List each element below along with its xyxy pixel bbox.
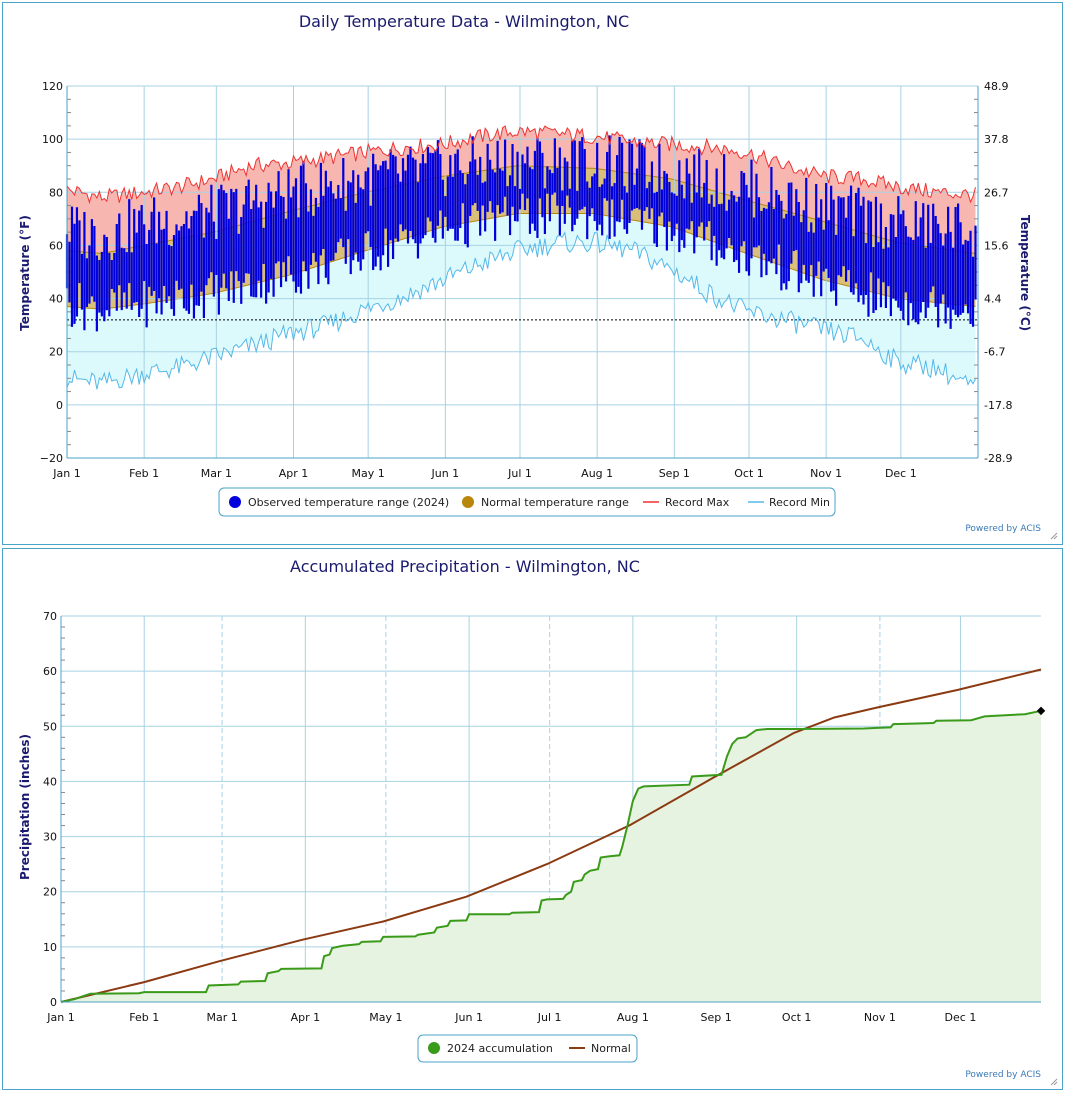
- precipitation-legend-box: [417, 1034, 638, 1063]
- normal-precipitation-line[interactable]: [60, 668, 1042, 1003]
- precipitation-y-tick-label: 40: [43, 775, 57, 788]
- legend-normal-label: Normal temperature range: [481, 496, 629, 509]
- legend-item-normal-precip[interactable]: Normal: [569, 1042, 631, 1055]
- temperature-x-tick-label: Jan 1: [52, 467, 80, 480]
- legend-normal-precip-label: Normal: [591, 1042, 631, 1055]
- precipitation-chart-title: Accumulated Precipitation - Wilmington, …: [290, 557, 640, 576]
- temperature-x-tick-label: Dec 1: [885, 467, 917, 480]
- temperature-x-tick-label: Mar 1: [201, 467, 232, 480]
- precipitation-y-tick-label: 20: [43, 886, 57, 899]
- temperature-y-tick-label: 80: [49, 186, 63, 199]
- temperature-x-tick-label: Jul 1: [507, 467, 532, 480]
- temperature-y-tick-label: 0: [56, 399, 63, 412]
- precipitation-x-tick-label: Dec 1: [945, 1011, 977, 1024]
- precipitation-plot-area: 70 60 50 40 30 20 10 0 Jan 1 Feb 1 Mar 1 Apr 1 May 1…: [43, 610, 1046, 1024]
- temperature-y-tick-label: 100: [42, 133, 63, 146]
- legend-observed-swatch: [229, 496, 241, 508]
- record-max-line[interactable]: [66, 125, 976, 205]
- precipitation-x-tick-label: Aug 1: [617, 1011, 649, 1024]
- temperature-credit[interactable]: Powered by ACIS: [965, 524, 1041, 534]
- temperature-y-axis-label-c: Temperature (°C): [1018, 215, 1032, 331]
- legend-item-record-max[interactable]: Record Max: [643, 496, 730, 509]
- precipitation-x-tick-label: Jul 1: [537, 1011, 562, 1024]
- temperature-chart: Daily Temperature Data - Wilmington, NC …: [18, 12, 1058, 540]
- temperature-y-tick-label-celsius: 15.6: [984, 239, 1009, 252]
- record-min-line[interactable]: [66, 231, 976, 390]
- temperature-legend-box: [218, 487, 836, 517]
- temperature-y-tick-label-celsius: 26.7: [984, 186, 1009, 199]
- temperature-x-tick-label: Oct 1: [734, 467, 764, 480]
- temperature-chart-title: Daily Temperature Data - Wilmington, NC: [299, 12, 629, 31]
- legend-record-max-label: Record Max: [665, 496, 730, 509]
- precipitation-x-tick-label: Mar 1: [206, 1011, 237, 1024]
- precipitation-x-tick-label: May 1: [369, 1011, 402, 1024]
- temperature-y-tick-label-celsius: -17.8: [984, 399, 1012, 412]
- temperature-y-tick-label: 40: [49, 293, 63, 306]
- precipitation-y-tick-label: 10: [43, 941, 57, 954]
- temperature-y-tick-label: 20: [49, 346, 63, 359]
- legend-accumulation-swatch: [428, 1042, 440, 1054]
- accumulation-area-fill: [61, 710, 1041, 1002]
- temperature-legend[interactable]: Observed temperature range (2024) Normal…: [218, 487, 836, 517]
- precipitation-x-tick-label: Oct 1: [782, 1011, 812, 1024]
- precipitation-x-tick-label: Nov 1: [864, 1011, 896, 1024]
- temperature-x-tick-label: May 1: [352, 467, 385, 480]
- precipitation-x-tick-label: Jun 1: [454, 1011, 483, 1024]
- precipitation-chart-panel: Accumulated Precipitation - Wilmington, …: [2, 548, 1063, 1090]
- precipitation-y-tick-label: 60: [43, 665, 57, 678]
- temperature-x-tick-label: Feb 1: [129, 467, 159, 480]
- accumulation-line[interactable]: [60, 709, 1042, 1003]
- temperature-y-tick-label-celsius: -6.7: [984, 346, 1005, 359]
- temperature-y-tick-label: 60: [49, 239, 63, 252]
- precipitation-x-tick-label: Jan 1: [46, 1011, 74, 1024]
- precipitation-chart: Accumulated Precipitation - Wilmington, …: [18, 557, 1058, 1086]
- temperature-y-tick-label-celsius: 37.8: [984, 133, 1009, 146]
- legend-item-accumulation[interactable]: 2024 accumulation: [428, 1042, 553, 1055]
- temperature-y-tick-label-celsius: 4.4: [984, 293, 1002, 306]
- legend-item-normal[interactable]: Normal temperature range: [462, 496, 629, 509]
- temperature-y-tick-label: 120: [42, 80, 63, 93]
- temperature-x-tick-label: Apr 1: [279, 467, 309, 480]
- precipitation-credit[interactable]: Powered by ACIS: [965, 1070, 1041, 1080]
- temperature-x-tick-label: Nov 1: [810, 467, 842, 480]
- temperature-x-tick-label: Aug 1: [581, 467, 613, 480]
- temperature-x-tick-label: Jun 1: [430, 467, 459, 480]
- legend-observed-label: Observed temperature range (2024): [248, 496, 449, 509]
- temperature-y-tick-label-celsius: -28.9: [984, 452, 1012, 465]
- temperature-chart-panel: Daily Temperature Data - Wilmington, NC …: [2, 2, 1063, 545]
- precipitation-x-tick-label: Apr 1: [291, 1011, 321, 1024]
- precipitation-x-tick-label: Sep 1: [701, 1011, 732, 1024]
- legend-record-min-label: Record Min: [769, 496, 830, 509]
- temperature-y-axis-label-f: Temperature (°F): [18, 215, 32, 331]
- precipitation-y-axis-label: Precipitation (inches): [18, 734, 32, 880]
- temperature-y-tick-label-celsius: 48.9: [984, 80, 1009, 93]
- legend-accumulation-label: 2024 accumulation: [447, 1042, 553, 1055]
- temperature-y-tick-label: −20: [40, 452, 63, 465]
- precipitation-y-tick-label: 70: [43, 610, 57, 623]
- legend-normal-swatch: [462, 496, 474, 508]
- precipitation-x-tick-label: Feb 1: [129, 1011, 159, 1024]
- resize-handle-icon[interactable]: [1050, 532, 1058, 540]
- temperature-plot-area: 120 100 80 60 40 20 0 −20 48.9 37.8 26.7 15.6 4.4 -6.…: [40, 80, 1013, 480]
- legend-item-observed[interactable]: Observed temperature range (2024): [229, 496, 449, 509]
- precipitation-y-tick-label: 0: [50, 996, 57, 1009]
- precipitation-legend[interactable]: 2024 accumulation Normal: [417, 1034, 638, 1063]
- resize-handle-icon[interactable]: [1050, 1078, 1058, 1086]
- legend-item-record-min[interactable]: Record Min: [748, 496, 830, 509]
- temperature-x-tick-label: Sep 1: [659, 467, 690, 480]
- precipitation-y-tick-label: 30: [43, 831, 57, 844]
- precipitation-y-tick-label: 50: [43, 720, 57, 733]
